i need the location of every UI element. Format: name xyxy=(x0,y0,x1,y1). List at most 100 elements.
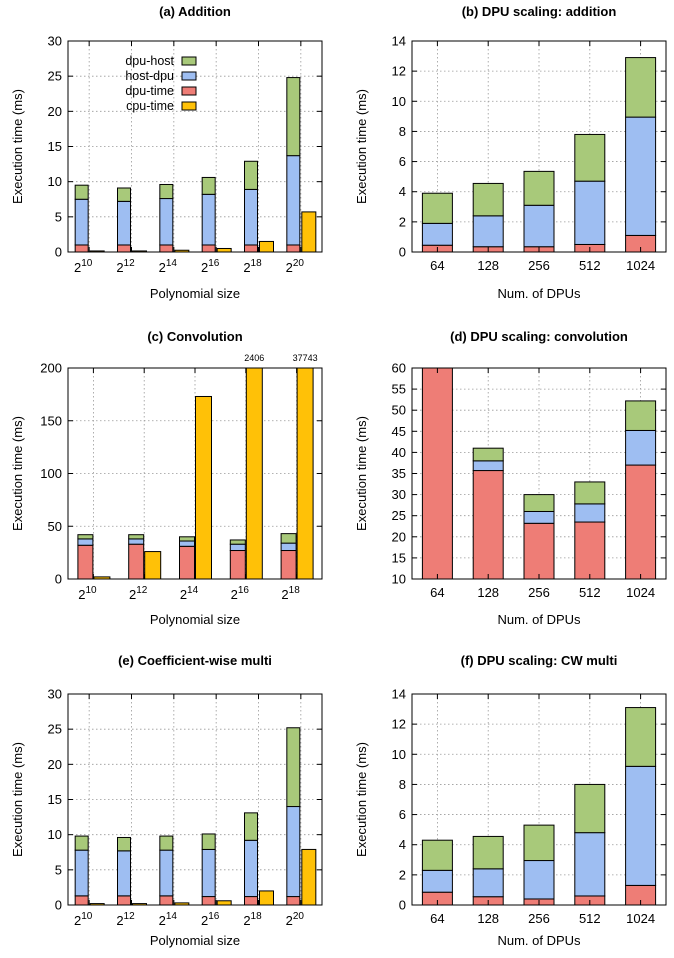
x-axis-label: Num. of DPUs xyxy=(497,612,581,627)
x-tick-label: 1024 xyxy=(626,258,655,273)
bar-dpu-host xyxy=(574,783,606,834)
bar-host-dpu xyxy=(625,429,657,466)
y-tick-label: 150 xyxy=(40,413,62,428)
bar-host-dpu xyxy=(159,198,174,246)
x-tick-label: 218 xyxy=(243,258,262,275)
x-tick-label: 216 xyxy=(201,258,220,275)
bar-dpu-time xyxy=(229,550,246,580)
x-axis-label: Polynomial size xyxy=(150,933,240,948)
bar-dpu-time xyxy=(159,244,174,253)
y-tick-label: 55 xyxy=(392,382,406,397)
bar-host-dpu xyxy=(117,850,131,897)
bar-host-dpu xyxy=(201,848,216,898)
chart-e: (e) Coefficient-wise multi 0 5 10 15 20 25 30 21… xyxy=(10,653,323,948)
y-tick-label: 0 xyxy=(55,245,62,260)
x-axis-label: Polynomial size xyxy=(150,286,240,301)
x-tick-label: 218 xyxy=(281,585,300,602)
bar-cpu-time xyxy=(259,240,274,253)
x-tick-label: 220 xyxy=(286,911,305,928)
bar-host-dpu xyxy=(244,839,258,898)
chart-title: (f) DPU scaling: CW multi xyxy=(461,653,618,668)
bar-dpu-host xyxy=(229,539,246,545)
bar-host-dpu xyxy=(286,155,301,246)
y-tick-label: 20 xyxy=(48,104,62,119)
legend-label: dpu-host xyxy=(125,54,174,68)
bar-dpu-host xyxy=(201,833,216,850)
bar-host-dpu xyxy=(523,860,555,900)
y-tick-label: 6 xyxy=(399,807,406,822)
y-tick-label: 0 xyxy=(399,898,406,913)
bar-host-dpu xyxy=(280,542,297,552)
bar-dpu-host xyxy=(280,533,297,544)
chart-title: (c) Convolution xyxy=(147,329,242,344)
bar-host-dpu xyxy=(472,460,504,472)
bar-host-dpu xyxy=(523,510,555,524)
bar-cpu-time xyxy=(259,890,274,906)
y-tick-label: 14 xyxy=(392,687,406,702)
y-tick-label: 12 xyxy=(392,717,406,732)
bar-host-dpu xyxy=(421,222,453,246)
x-tick-label: 1024 xyxy=(626,911,655,926)
bar-dpu-host xyxy=(472,447,504,462)
bar-dpu-time xyxy=(574,521,606,580)
chart-title: (a) Addition xyxy=(159,4,231,19)
bar-host-dpu xyxy=(472,868,504,898)
bar-host-dpu xyxy=(625,765,657,886)
x-tick-label: 214 xyxy=(159,258,178,275)
bar-host-dpu xyxy=(74,198,89,246)
y-tick-label: 2 xyxy=(399,214,406,229)
bar-dpu-time xyxy=(74,244,89,253)
y-tick-label: 30 xyxy=(392,487,406,502)
bar-dpu-time xyxy=(201,244,216,253)
bar-dpu-time xyxy=(280,550,297,580)
bar-host-dpu xyxy=(74,849,89,897)
x-tick-label: 64 xyxy=(430,585,444,600)
x-tick-label: 128 xyxy=(477,258,499,273)
bar-dpu-host xyxy=(574,481,606,505)
y-tick-label: 15 xyxy=(392,550,406,565)
bar-cpu-time xyxy=(296,367,314,580)
bar-host-dpu xyxy=(201,193,216,246)
bar-host-dpu xyxy=(159,849,174,897)
x-tick-label: 256 xyxy=(528,585,550,600)
y-tick-label: 25 xyxy=(48,69,62,84)
bar-host-dpu xyxy=(421,869,453,893)
y-axis-label: Execution time (ms) xyxy=(354,742,369,857)
y-axis-label: Execution time (ms) xyxy=(10,89,25,204)
bar-host-dpu xyxy=(574,180,606,245)
legend-swatch xyxy=(181,86,197,96)
y-tick-label: 100 xyxy=(40,466,62,481)
y-tick-label: 45 xyxy=(392,424,406,439)
x-tick-label: 214 xyxy=(159,911,178,928)
y-tick-label: 10 xyxy=(392,94,406,109)
y-tick-label: 30 xyxy=(48,34,62,49)
y-axis-label: Execution time (ms) xyxy=(10,742,25,857)
bar-dpu-host xyxy=(244,812,258,841)
bar-host-dpu xyxy=(128,538,145,545)
y-tick-label: 12 xyxy=(392,64,406,79)
y-tick-label: 10 xyxy=(392,572,406,587)
bar-host-dpu xyxy=(625,116,657,236)
bar-host-dpu xyxy=(472,215,504,248)
y-tick-label: 6 xyxy=(399,154,406,169)
x-tick-label: 210 xyxy=(74,258,93,275)
legend-swatch xyxy=(181,101,197,111)
y-tick-label: 4 xyxy=(399,837,406,852)
bar-dpu-host xyxy=(625,57,657,118)
y-tick-label: 40 xyxy=(392,445,406,460)
bar-dpu-host xyxy=(523,170,555,206)
bar-dpu-time xyxy=(117,244,131,253)
bar-dpu-time xyxy=(117,895,131,906)
bar-host-dpu xyxy=(574,503,606,523)
bar-dpu-host xyxy=(286,727,301,808)
x-tick-label: 128 xyxy=(477,585,499,600)
x-axis-label: Num. of DPUs xyxy=(497,286,581,301)
y-tick-label: 4 xyxy=(399,184,406,199)
bar-dpu-time xyxy=(244,896,258,906)
x-tick-label: 220 xyxy=(286,258,305,275)
bar-host-dpu xyxy=(77,538,94,546)
bar-dpu-time xyxy=(523,522,555,580)
bar-dpu-host xyxy=(625,400,657,431)
